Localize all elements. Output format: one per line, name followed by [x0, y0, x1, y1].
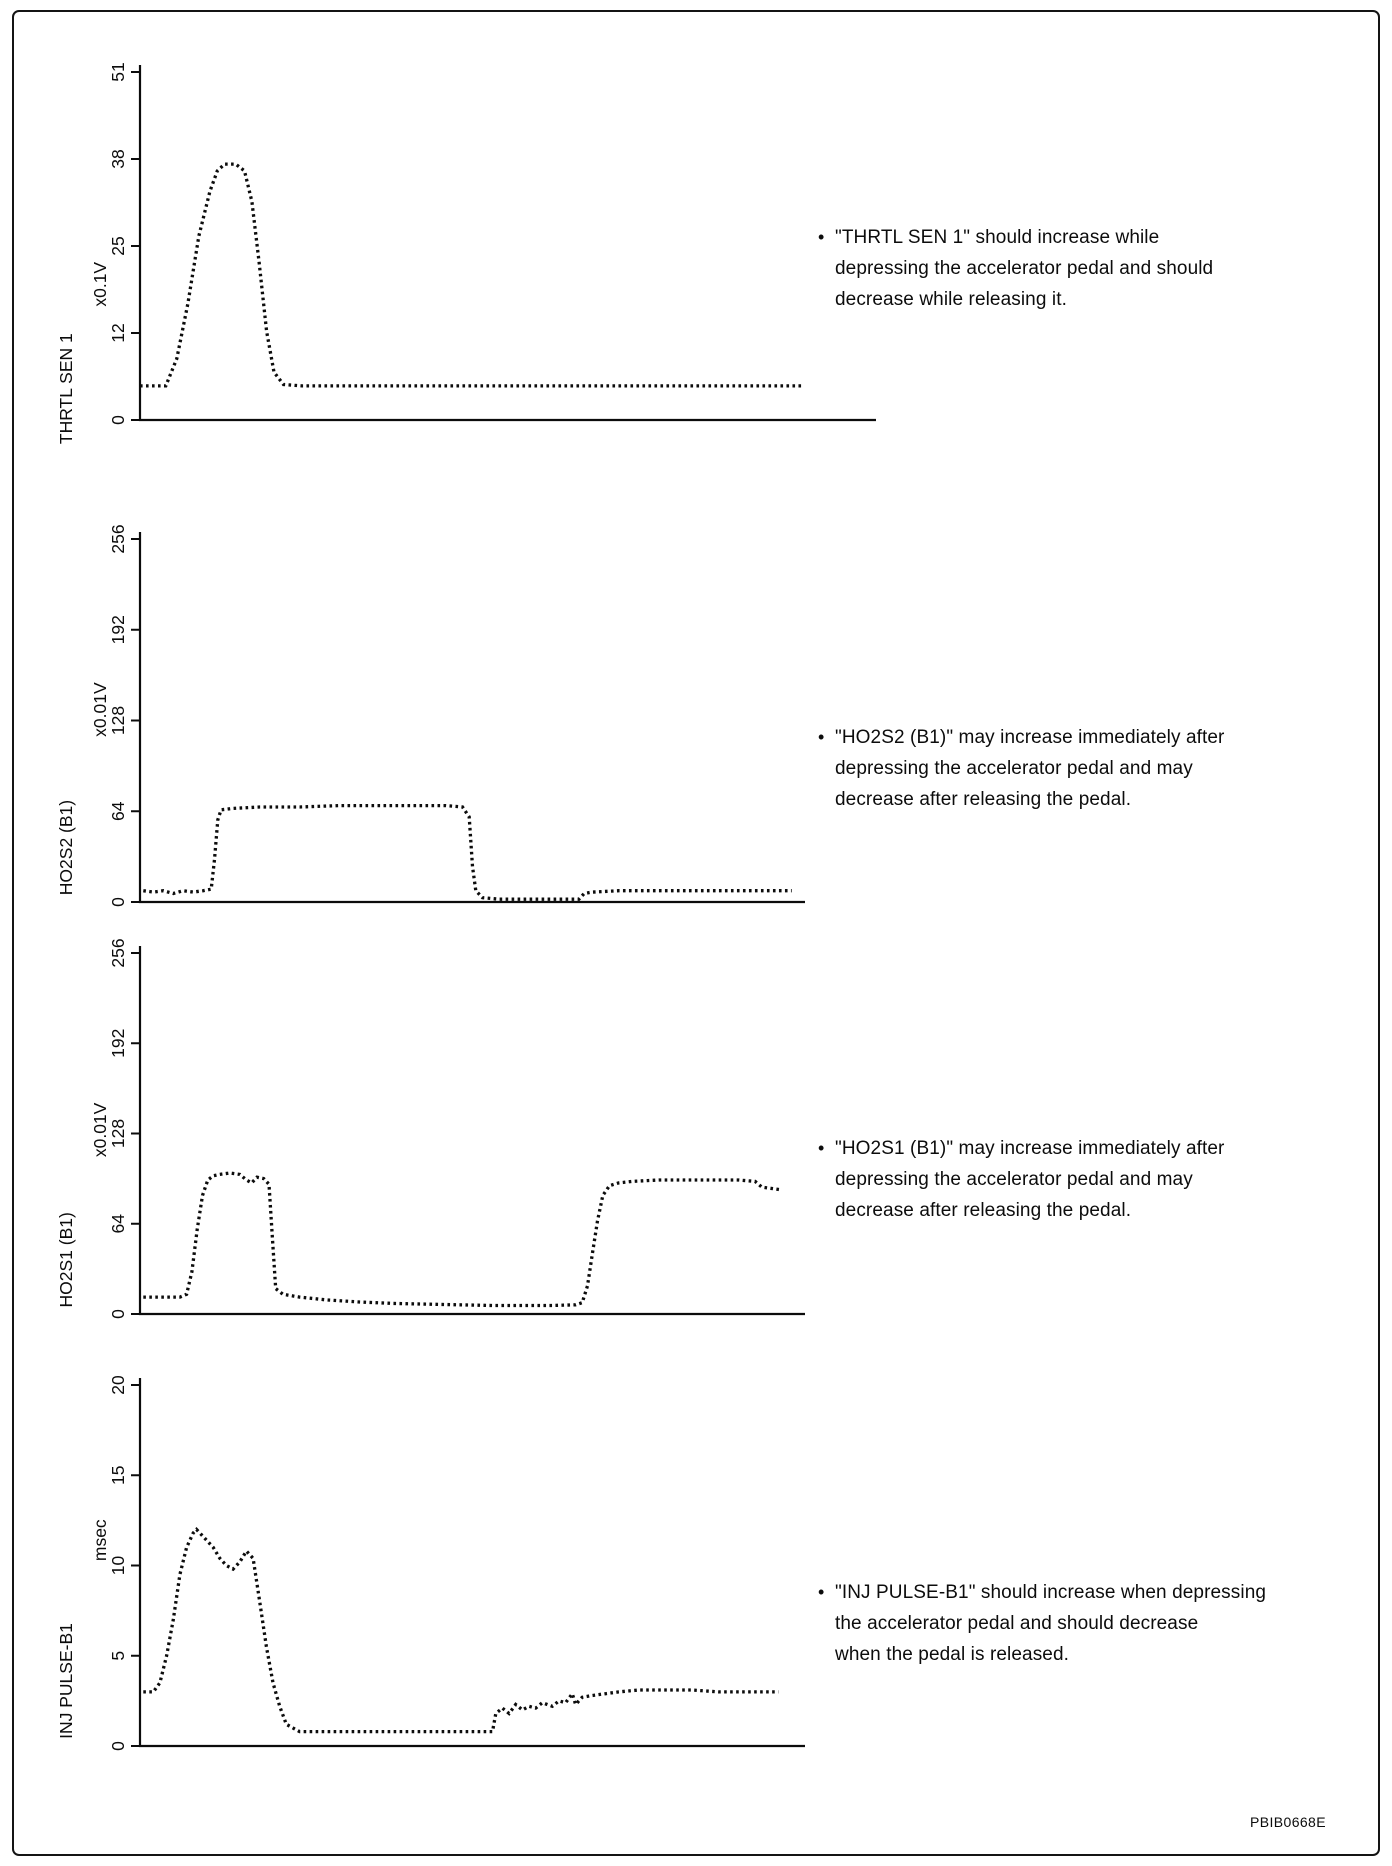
axes [138, 65, 876, 422]
annotation-line: "INJ PULSE-B1" should increase when depr… [835, 1582, 1267, 1603]
y-tick-label: 192 [108, 1029, 128, 1058]
param-name-label: HO2S2 (B1) [56, 800, 76, 895]
param-name-label: INJ PULSE-B1 [56, 1623, 76, 1739]
data-trace [143, 1171, 782, 1308]
page-border [12, 10, 1380, 1856]
axes [138, 1378, 805, 1748]
y-tick-label: 0 [108, 1309, 128, 1319]
param-name-label: HO2S1 (B1) [56, 1212, 76, 1307]
bullet-icon: • [818, 727, 825, 747]
annotation-ho2s1-b1: • "HO2S1 (B1)" may increase immediately … [818, 1133, 1392, 1226]
y-tick-label: 0 [108, 897, 128, 907]
chart-inj-pulse-b1-plot: 0 5 10 15 20 msec INJ PULSE-B1 [56, 1375, 805, 1751]
y-tick-label: 38 [108, 149, 128, 168]
y-tick-label: 5 [108, 1651, 128, 1661]
y-tick-label: 128 [108, 706, 128, 735]
annotation-line: the accelerator pedal and should decreas… [835, 1613, 1199, 1634]
annotation-line: decrease after releasing the pedal. [835, 1200, 1132, 1221]
chart-ho2s2-b1-plot: 0 64 128 192 256 x0.01V HO2S2 (B1) [56, 524, 805, 907]
y-axis-unit-label: msec [90, 1519, 110, 1561]
bullet-icon: • [818, 227, 825, 247]
y-tick-label: 64 [108, 1214, 128, 1234]
annotation-line: "THRTL SEN 1" should increase while [835, 227, 1160, 248]
annotation-line: decrease after releasing the pedal. [835, 789, 1132, 810]
y-tick-label: 15 [108, 1466, 128, 1485]
data-trace [143, 1526, 779, 1734]
y-axis-unit-label: x0.01V [90, 682, 110, 737]
annotation-line: depressing the accelerator pedal and sho… [835, 258, 1214, 279]
y-tick-label: 128 [108, 1119, 128, 1148]
y-axis-unit-label: x0.01V [90, 1102, 110, 1157]
annotation-line: depressing the accelerator pedal and may [835, 1169, 1193, 1190]
annotation-line: "HO2S1 (B1)" may increase immediately af… [835, 1138, 1225, 1159]
annotation-line: decrease while releasing it. [835, 289, 1067, 310]
axes [138, 946, 805, 1316]
chart-ho2s1-b1-plot: 0 64 128 192 256 x0.01V HO2S1 (B1) [56, 938, 805, 1319]
y-tick-label: 20 [108, 1375, 128, 1395]
y-tick-label: 0 [108, 415, 128, 425]
annotation-line: when the pedal is released. [835, 1644, 1070, 1665]
y-tick-label: 12 [108, 323, 128, 342]
y-tick-label: 256 [108, 524, 128, 553]
y-axis-unit-label: x0.1V [90, 262, 110, 307]
annotation-ho2s2-b1: • "HO2S2 (B1)" may increase immediately … [818, 722, 1392, 815]
bullet-icon: • [818, 1138, 825, 1158]
chart-thrtl-sen-1: 0 12 25 38 51 x0.1V THRTL SEN 1 [30, 42, 900, 450]
y-tick-label: 25 [108, 236, 128, 255]
chart-ho2s2-b1: 0 64 128 192 256 x0.01V HO2S2 (B1) [30, 509, 900, 932]
y-tick-label: 0 [108, 1741, 128, 1751]
bullet-icon: • [818, 1582, 825, 1602]
y-tick-label: 256 [108, 938, 128, 967]
y-tick-label: 64 [108, 801, 128, 821]
chart-thrtl-sen-1-plot: 0 12 25 38 51 x0.1V THRTL SEN 1 [56, 62, 876, 444]
annotation-line: "HO2S2 (B1)" may increase immediately af… [835, 727, 1225, 748]
data-trace [140, 162, 803, 388]
figure-code: PBIB0668E [1250, 1814, 1326, 1830]
y-tick-label: 10 [108, 1556, 128, 1576]
y-tick-label: 192 [108, 615, 128, 644]
chart-ho2s1-b1: 0 64 128 192 256 x0.01V HO2S1 (B1) [30, 923, 900, 1344]
annotation-thrtl-sen-1: • "THRTL SEN 1" should increase while de… [818, 222, 1392, 315]
chart-inj-pulse-b1: 0 5 10 15 20 msec INJ PULSE-B1 [30, 1355, 900, 1776]
annotation-line: depressing the accelerator pedal and may [835, 758, 1193, 779]
param-name-label: THRTL SEN 1 [56, 333, 76, 444]
annotation-inj-pulse-b1: • "INJ PULSE-B1" should increase when de… [818, 1577, 1392, 1670]
data-trace [143, 803, 792, 901]
y-tick-label: 51 [108, 62, 128, 81]
